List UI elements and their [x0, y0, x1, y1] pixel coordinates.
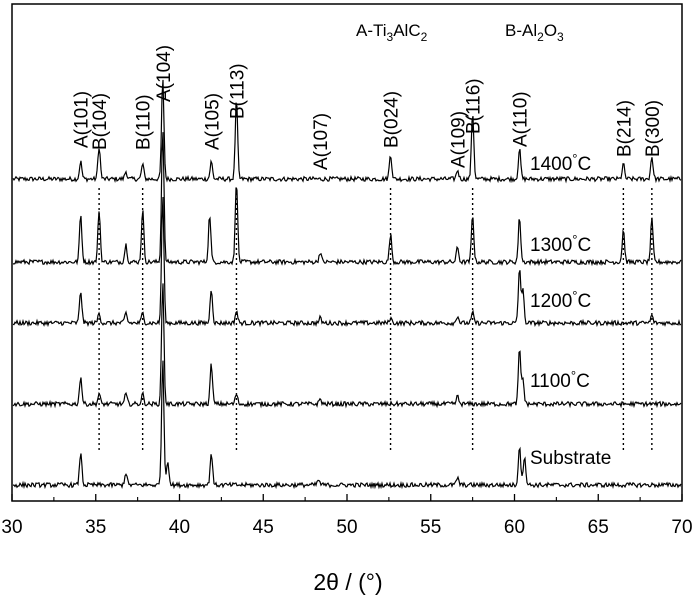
x-tick-label: 30 [1, 517, 22, 538]
peak-label: A(101) [72, 91, 93, 148]
legend-a: A-Ti3AlC2 [356, 21, 428, 44]
x-axis-title: 2θ / (°) [313, 569, 382, 595]
x-tick-label: 60 [504, 517, 525, 538]
peak-label: B(113) [227, 63, 248, 119]
peak-label: A(107) [311, 113, 332, 170]
series-label: Substrate [530, 448, 611, 469]
x-tick-label: 70 [671, 517, 692, 538]
series-line [12, 283, 682, 409]
peak-label: A(104) [154, 45, 175, 102]
x-tick-label: 50 [336, 517, 357, 538]
series-label: 1300°C [530, 232, 591, 256]
series-label: 1100°C [530, 368, 590, 392]
peak-label: B(214) [614, 100, 635, 157]
series-label: 1400°C [530, 151, 591, 175]
legend-b: B-Al2O3 [505, 21, 564, 44]
peak-label: A(110) [511, 91, 532, 147]
peak-label: B(300) [643, 100, 664, 157]
x-tick-label: 35 [85, 517, 106, 538]
x-tick-label: 65 [588, 517, 609, 538]
trace-labels: 1400°C 1300°C 1200°C 1100°C Substrate [530, 151, 611, 469]
series-line [13, 132, 682, 267]
x-tick-label: 55 [420, 517, 441, 538]
peak-label: A(109) [449, 111, 470, 168]
x-axis: 30 35 40 45 50 55 60 65 70 [1, 494, 693, 538]
series-line [13, 360, 682, 490]
traces [12, 79, 682, 490]
peak-label: B(104) [90, 93, 111, 150]
series-label: 1200°C [530, 288, 591, 312]
peak-label: B(110) [134, 94, 155, 150]
peak-label: B(024) [382, 91, 403, 148]
peak-label: A(105) [202, 93, 223, 150]
series-line [12, 196, 682, 328]
series-line [12, 79, 682, 184]
peak-labels: A(101)B(104) B(110)A(104) A(105)B(113) A(10… [72, 45, 664, 170]
x-tick-label: 45 [253, 517, 274, 538]
x-tick-label: 40 [169, 517, 190, 538]
peak-label: B(116) [464, 78, 485, 134]
reference-lines [98, 188, 653, 452]
